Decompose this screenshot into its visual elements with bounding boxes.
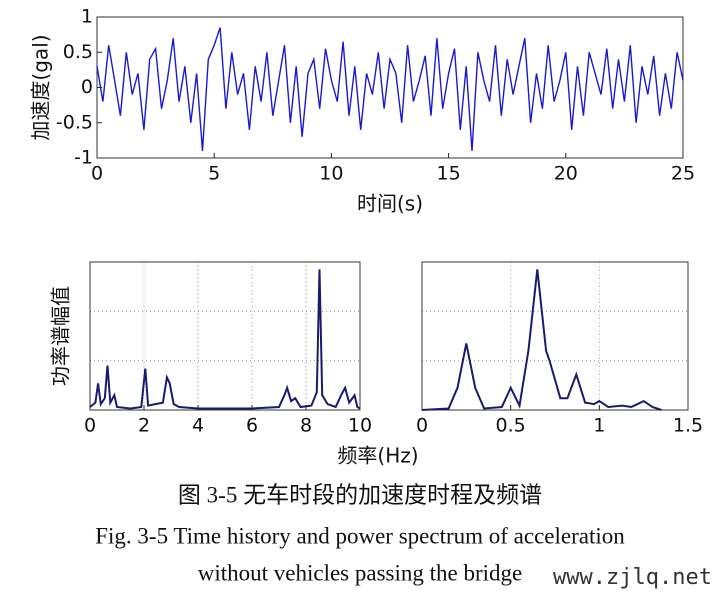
caption-en-1: Fig. 3-5 Time history and power spectrum… [95,523,625,548]
x-tick-label: 10 [348,415,372,437]
x-tick-label: 10 [319,163,343,185]
y-axis-label: 加速度(gal) [29,34,53,140]
data-line [421,269,662,411]
plot-frame [89,261,361,411]
x-tick-label: 0 [84,415,96,437]
y-tick-label: 0 [81,76,93,98]
x-tick-label: 15 [437,163,461,185]
x-tick-label: 8 [300,415,312,437]
x-tick-label: 1 [593,415,605,437]
y-tick-label: 1 [81,6,93,28]
plot-frame [96,16,684,159]
x-axis-label: 频率(Hz) [337,444,418,468]
x-tick-label: 5 [208,163,220,185]
y-tick-label: -0.5 [56,111,93,133]
x-axis-label: 时间(s) [357,192,423,216]
x-tick-label: 0 [416,415,428,437]
x-tick-label: 25 [671,163,695,185]
x-tick-label: 0.5 [496,415,526,437]
caption-en-2: without vehicles passing the bridge [198,560,523,585]
x-tick-label: 2 [138,415,150,437]
x-tick-label: 20 [554,163,578,185]
x-tick-label: 1.5 [673,415,703,437]
x-tick-label: 6 [246,415,258,437]
watermark: www.zjlq.net [553,565,712,590]
x-tick-label: 0 [91,163,103,185]
data-line [96,27,684,151]
caption-cn: 图 3-5 无车时段的加速度时程及频谱 [178,482,542,507]
data-line [89,269,361,410]
plot-frame [421,261,689,411]
y-axis-label: 功率谱幅值 [49,286,73,386]
y-tick-label: -1 [74,147,93,169]
x-tick-label: 4 [192,415,204,437]
y-tick-label: 0.5 [63,41,93,63]
